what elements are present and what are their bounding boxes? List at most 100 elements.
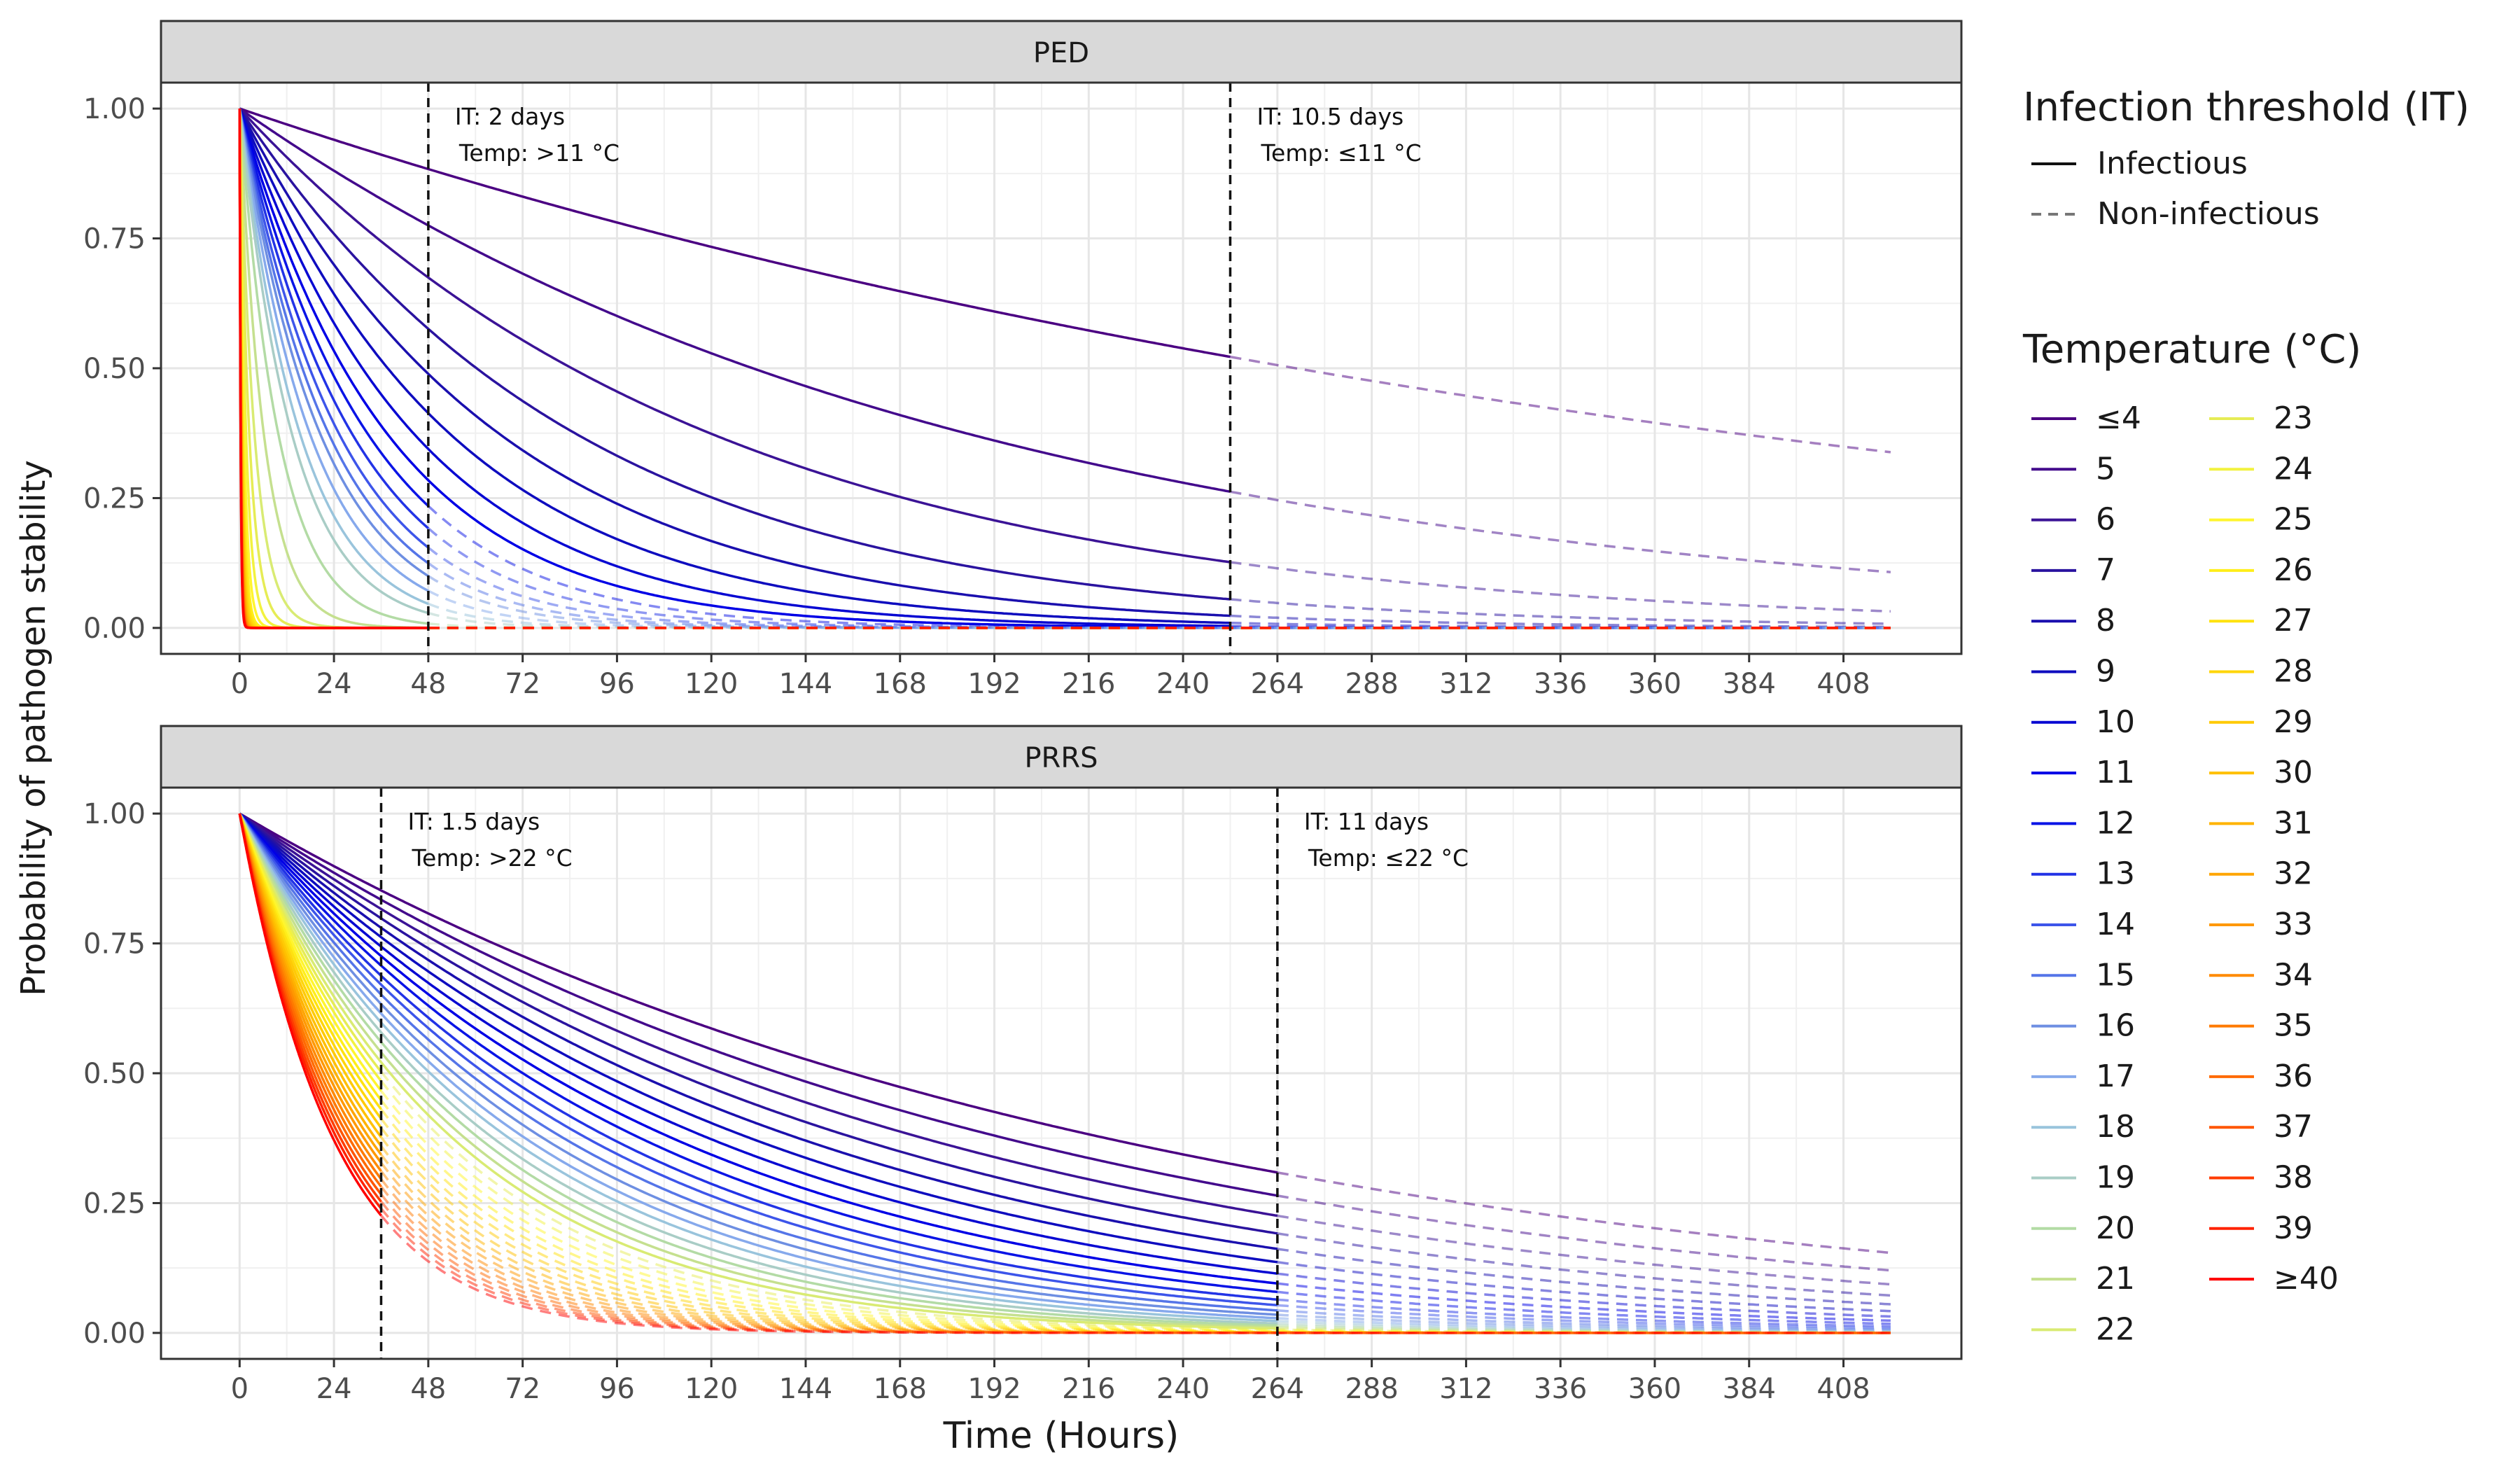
legend-temperature-label: 16 — [2096, 1008, 2135, 1044]
legend-threshold-label: Non-infectious — [2097, 196, 2320, 232]
x-tick-label: 288 — [1345, 1373, 1398, 1405]
x-tick-label: 144 — [779, 668, 832, 700]
x-axis-title: Time (Hours) — [943, 1415, 1180, 1457]
legend-temperature-label: 22 — [2096, 1311, 2135, 1347]
panel-prrs: PRRS IT: 1.5 days Temp: >22 °C IT: 11 days T… — [83, 726, 1961, 1405]
legend-temperature-title: Temperature (°C) — [2022, 327, 2361, 372]
x-tick-label: 48 — [410, 1373, 446, 1405]
x-tick-label: 240 — [1156, 668, 1210, 700]
legend-temperature-label: 9 — [2096, 654, 2115, 690]
x-tick-label: 48 — [410, 668, 446, 700]
x-tick-label: 360 — [1628, 1373, 1681, 1405]
legend-temperature-label: 14 — [2096, 907, 2135, 942]
x-tick-label: 120 — [685, 668, 738, 700]
legend-temperature-label: 29 — [2274, 704, 2313, 740]
threshold-temp-label: Temp: >11 °C — [458, 139, 620, 167]
threshold-it-label: IT: 10.5 days — [1256, 103, 1404, 130]
legend-temperature-label: 36 — [2274, 1059, 2313, 1094]
legend-temperature-label: 23 — [2274, 400, 2313, 436]
x-tick-label: 24 — [316, 668, 352, 700]
x-tick-label: 96 — [599, 1373, 635, 1405]
legend-temperature-label: 11 — [2096, 755, 2135, 790]
x-tick-label: 0 — [231, 1373, 248, 1405]
x-tick-label: 168 — [874, 1373, 927, 1405]
panel-ped: PED IT: 2 days Temp: >11 °C IT: 10.5 days Te… — [83, 21, 1961, 700]
x-tick-label: 384 — [1723, 1373, 1776, 1405]
legend-temperature-label: 12 — [2096, 805, 2135, 841]
x-tick-label: 240 — [1156, 1373, 1210, 1405]
legend-temperature-label: 25 — [2274, 502, 2313, 538]
threshold-temp-label: Temp: ≤11 °C — [1260, 139, 1421, 167]
y-tick-label: 0.00 — [83, 613, 146, 645]
x-tick-label: 0 — [231, 668, 248, 700]
y-tick-label: 0.50 — [83, 1058, 146, 1090]
legend-temperature-label: 15 — [2096, 957, 2135, 993]
x-tick-label: 408 — [1816, 668, 1870, 700]
x-tick-label: 216 — [1062, 668, 1115, 700]
legend-temperature-label: 24 — [2274, 451, 2313, 487]
x-tick-label: 312 — [1439, 668, 1492, 700]
legend-temperature-label: 38 — [2274, 1160, 2313, 1196]
legend-temperature-label: 35 — [2274, 1008, 2313, 1044]
y-axis-title: Probability of pathogen stability — [14, 460, 53, 996]
legend-temperature-label: 33 — [2274, 907, 2313, 942]
threshold-temp-label: Temp: >22 °C — [411, 844, 572, 872]
x-tick-label: 264 — [1251, 668, 1304, 700]
legend-temperature-label: 7 — [2096, 552, 2115, 588]
threshold-temp-label: Temp: ≤22 °C — [1308, 844, 1469, 872]
y-tick-label: 0.25 — [83, 482, 146, 515]
x-tick-label: 312 — [1439, 1373, 1492, 1405]
legend-temperature-label: 19 — [2096, 1160, 2135, 1196]
legend-temperature-label: ≥40 — [2274, 1261, 2339, 1297]
x-tick-label: 384 — [1723, 668, 1776, 700]
threshold-it-label: IT: 2 days — [455, 103, 565, 130]
x-tick-label: 192 — [967, 668, 1021, 700]
x-tick-label: 144 — [779, 1373, 832, 1405]
y-tick-label: 0.00 — [83, 1318, 146, 1350]
x-tick-label: 288 — [1345, 668, 1398, 700]
threshold-it-label: IT: 1.5 days — [407, 808, 540, 835]
legend-temperature-label: ≤4 — [2096, 400, 2141, 436]
legend-temperature-label: 37 — [2274, 1109, 2313, 1145]
legend-temperature-label: 31 — [2274, 805, 2313, 841]
x-tick-label: 336 — [1534, 668, 1587, 700]
y-tick-label: 0.50 — [83, 353, 146, 385]
legend-temperature-label: 26 — [2274, 552, 2313, 588]
legend-threshold-title: Infection threshold (IT) — [2023, 85, 2470, 130]
legend-temperature-label: 39 — [2274, 1210, 2313, 1246]
panel-title: PRRS — [1024, 742, 1098, 774]
legend-temperature-label: 32 — [2274, 856, 2313, 892]
panel-title: PED — [1033, 37, 1089, 69]
x-tick-label: 24 — [316, 1373, 352, 1405]
y-tick-label: 1.00 — [83, 798, 146, 830]
legend-temperature-label: 6 — [2096, 502, 2115, 538]
x-tick-label: 192 — [967, 1373, 1021, 1405]
x-tick-label: 120 — [685, 1373, 738, 1405]
legend-threshold-label: Infectious — [2097, 146, 2248, 181]
legend-temperature-label: 18 — [2096, 1109, 2135, 1145]
legend-temperature-label: 28 — [2274, 654, 2313, 690]
y-tick-label: 0.25 — [83, 1187, 146, 1220]
legend-temperature-label: 20 — [2096, 1210, 2135, 1246]
x-tick-label: 72 — [505, 668, 540, 700]
x-tick-label: 360 — [1628, 668, 1681, 700]
legend-temperature-label: 8 — [2096, 603, 2115, 638]
y-tick-label: 1.00 — [83, 93, 146, 125]
legend-temperature-label: 13 — [2096, 856, 2135, 892]
x-tick-label: 336 — [1534, 1373, 1587, 1405]
x-tick-label: 264 — [1251, 1373, 1304, 1405]
legend-temperature-label: 10 — [2096, 704, 2135, 740]
x-tick-label: 168 — [874, 668, 927, 700]
legend-temperature-label: 17 — [2096, 1059, 2135, 1094]
x-tick-label: 408 — [1816, 1373, 1870, 1405]
legend-temperature-label: 30 — [2274, 755, 2313, 790]
legend-temperature-label: 27 — [2274, 603, 2313, 638]
x-tick-label: 216 — [1062, 1373, 1115, 1405]
legend-temperature-label: 34 — [2274, 957, 2313, 993]
threshold-it-label: IT: 11 days — [1304, 808, 1429, 835]
x-tick-label: 72 — [505, 1373, 540, 1405]
x-tick-label: 96 — [599, 668, 635, 700]
legend-temperature-label: 5 — [2096, 451, 2115, 487]
